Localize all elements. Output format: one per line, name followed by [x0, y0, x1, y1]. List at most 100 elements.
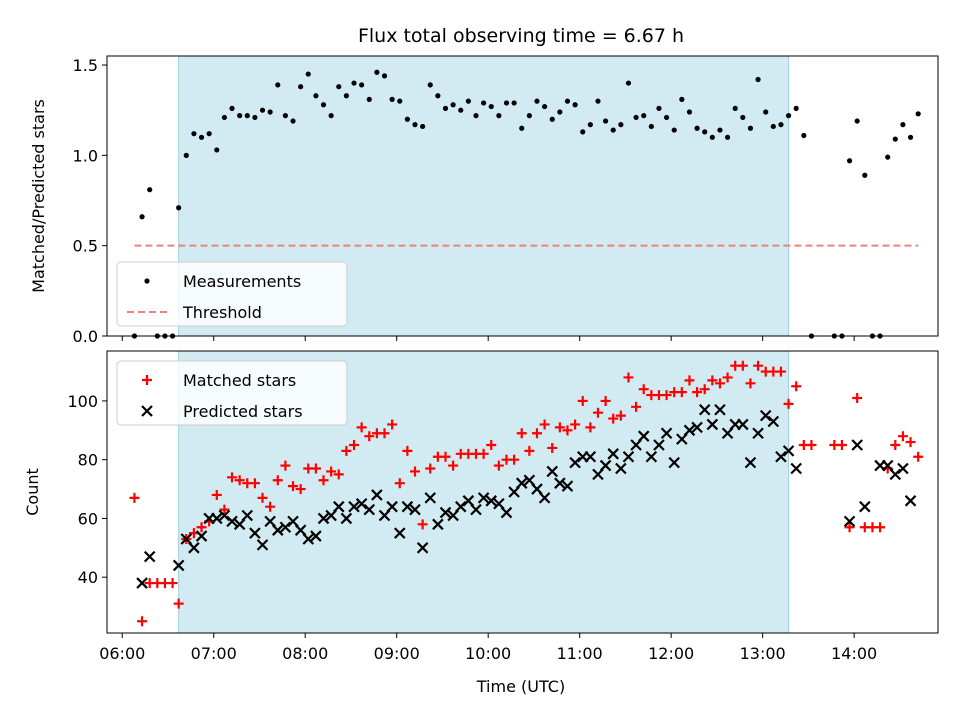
- series-1-1: [131, 69, 921, 339]
- predicted-stars-point: [767, 415, 780, 428]
- predicted-stars-point: [859, 500, 871, 513]
- predicted-stars-point: [653, 439, 665, 451]
- matched-stars-point: [547, 442, 558, 453]
- measurement-point: [412, 122, 418, 128]
- measurement-point: [206, 131, 212, 137]
- measurement-point: [450, 102, 456, 108]
- legend-swatch: [144, 278, 150, 284]
- predicted-stars-point: [195, 530, 208, 542]
- measurement-point: [724, 134, 731, 140]
- predicted-stars-point: [241, 509, 254, 522]
- measurement-point: [465, 98, 471, 104]
- measurement-point: [885, 154, 891, 160]
- measurement-point: [221, 114, 228, 121]
- predicted-stars-point: [546, 465, 559, 478]
- predicted-stars-point: [775, 450, 787, 463]
- measurement-point: [564, 98, 571, 104]
- matched-stars-point: [295, 484, 306, 495]
- matched-stars-point: [692, 387, 703, 398]
- axes-frame: [106, 55, 939, 337]
- legend: Matched stars Predicted stars: [116, 360, 348, 426]
- matched-stars-point: [219, 504, 230, 515]
- measurement-point: [694, 125, 700, 131]
- predicted-stars-point: [790, 462, 802, 475]
- matched-stars-point: [791, 381, 802, 392]
- y-tick-label: 60: [78, 509, 98, 528]
- matched-stars-point: [137, 616, 148, 627]
- measurement-point: [389, 96, 395, 102]
- legend-label: Predicted stars: [183, 402, 303, 421]
- series-2-2: [136, 403, 917, 589]
- measurement-point: [237, 113, 243, 119]
- matched-stars-point: [272, 475, 283, 486]
- measurement-point: [374, 69, 380, 75]
- predicted-stars-point: [843, 515, 856, 528]
- matched-stars-point: [905, 437, 916, 448]
- matched-stars-point: [448, 460, 459, 471]
- measurement-point: [671, 127, 677, 133]
- measurement-point: [320, 102, 327, 108]
- measurement-point: [198, 134, 205, 140]
- y-tick-label: 40: [78, 568, 98, 587]
- matched-stars-point: [554, 422, 565, 433]
- y-tick-label: 100: [67, 392, 98, 411]
- matched-stars-point: [699, 384, 710, 395]
- x-tick-label: 08:00: [282, 644, 328, 663]
- matched-stars-point: [676, 387, 687, 398]
- matched-stars-point: [379, 428, 390, 439]
- matched-stars-point: [623, 372, 634, 383]
- matched-stars-point: [417, 519, 428, 530]
- matched-stars-point: [333, 469, 344, 480]
- measurement-point: [305, 71, 311, 77]
- x-tick-label: 13:00: [740, 644, 786, 663]
- measurement-point: [892, 136, 898, 142]
- predicted-stars-point: [698, 403, 711, 416]
- predicted-stars-point: [569, 456, 581, 469]
- matched-stars-point: [890, 440, 901, 450]
- measurement-point: [366, 96, 372, 102]
- measurement-point: [755, 76, 761, 83]
- measurement-point: [702, 129, 708, 135]
- matched-stars-point: [227, 472, 238, 483]
- matched-stars-point: [516, 428, 527, 439]
- predicted-stars-point: [218, 509, 231, 522]
- matched-stars-point: [234, 475, 245, 486]
- x-tick-label: 11:00: [557, 644, 603, 663]
- legend-label: Threshold: [182, 303, 262, 322]
- measurement-point: [427, 82, 433, 88]
- measurement-point: [717, 127, 723, 133]
- predicted-stars-point: [691, 421, 703, 434]
- measurement-point: [183, 152, 189, 158]
- measurement-point: [519, 125, 525, 131]
- matched-stars-point: [265, 501, 276, 512]
- matched-stars-point: [531, 428, 542, 439]
- legend: Measurements Threshold: [116, 261, 348, 327]
- matched-stars-point: [592, 407, 603, 418]
- matched-stars-point: [173, 598, 184, 609]
- matched-stars-point: [737, 360, 748, 371]
- measurement-point: [732, 105, 738, 111]
- matched-stars-point: [394, 478, 405, 489]
- measurement-point: [542, 103, 548, 110]
- measurement-point: [147, 187, 153, 193]
- measurement-point: [496, 113, 502, 119]
- y-tick-label: 80: [78, 451, 98, 470]
- predicted-stars-point: [538, 492, 551, 504]
- matched-stars-point: [410, 466, 421, 477]
- measurement-point: [381, 73, 388, 79]
- measurement-point: [770, 123, 776, 130]
- predicted-stars-point: [371, 489, 383, 501]
- x-tick-label: 10:00: [465, 644, 511, 663]
- matched-stars-point: [326, 466, 337, 477]
- predicted-stars-point: [249, 527, 261, 539]
- matched-stars-point: [509, 454, 520, 465]
- predicted-stars-point: [432, 518, 444, 531]
- measurement-point: [259, 107, 266, 113]
- matched-stars-point: [745, 378, 756, 389]
- legend-swatch: [141, 405, 153, 417]
- measurement-point: [900, 122, 906, 128]
- matched-stars-point: [631, 401, 642, 412]
- legend-swatch: [142, 375, 152, 385]
- matched-stars-point: [249, 478, 260, 489]
- matched-stars-point: [753, 360, 764, 371]
